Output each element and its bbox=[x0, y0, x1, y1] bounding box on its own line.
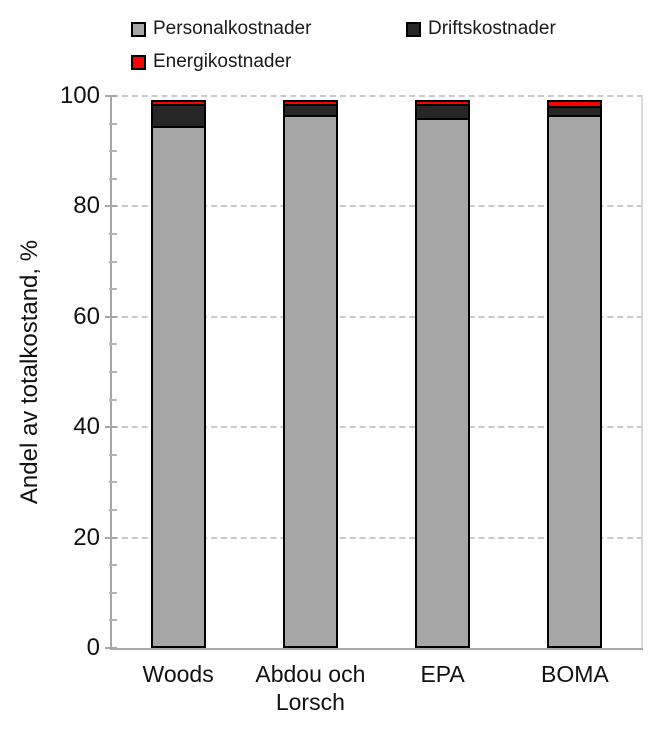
y-axis-major-tick bbox=[105, 95, 117, 97]
y-axis-major-tick bbox=[105, 315, 117, 318]
y-axis-minor-tick bbox=[109, 177, 117, 180]
plot-right-border bbox=[641, 96, 643, 648]
bar-abdou-och-lorsch bbox=[282, 100, 338, 648]
bar-segment-personalkostnader bbox=[150, 126, 206, 648]
y-axis-minor-tick bbox=[109, 509, 117, 511]
y-axis-major-tick bbox=[105, 426, 117, 429]
y-axis-major-tick bbox=[105, 647, 117, 649]
y-axis-minor-tick bbox=[109, 619, 117, 622]
y-axis-major-tick bbox=[105, 205, 117, 208]
legend-item-energikostnader: Energikostnader bbox=[131, 49, 291, 75]
y-axis-major-tick bbox=[105, 536, 117, 539]
y-axis-line bbox=[110, 96, 112, 650]
bar-epa bbox=[415, 100, 471, 648]
y-axis-minor-tick bbox=[109, 398, 117, 401]
y-axis-minor-tick bbox=[109, 371, 117, 373]
legend-label: Driftskostnader bbox=[428, 18, 556, 39]
gridline bbox=[112, 536, 643, 539]
y-tick-label: 20 bbox=[73, 523, 100, 551]
y-axis-minor-tick bbox=[109, 591, 117, 594]
gridline bbox=[112, 205, 643, 208]
y-axis-minor-tick bbox=[109, 453, 117, 456]
y-axis-title: Andel av totalkostand, % bbox=[16, 239, 43, 505]
bar-segment-driftskostnader bbox=[150, 103, 206, 129]
y-axis-minor-tick bbox=[109, 150, 117, 153]
legend-item-personalkostnader: Personalkostnader bbox=[131, 16, 311, 42]
legend-swatch-red-icon bbox=[131, 54, 146, 70]
y-axis-minor-tick bbox=[109, 288, 117, 291]
bar-boma bbox=[547, 100, 603, 648]
gridline bbox=[112, 426, 643, 429]
x-category-label: BOMA bbox=[541, 661, 609, 687]
y-tick-label: 0 bbox=[86, 634, 100, 661]
y-tick-label: 80 bbox=[73, 192, 100, 220]
legend-label: Personalkostnader bbox=[153, 18, 312, 39]
y-axis-minor-tick bbox=[109, 122, 117, 125]
y-axis-minor-tick bbox=[109, 564, 117, 567]
gridline bbox=[112, 315, 643, 318]
x-axis-line bbox=[110, 648, 643, 650]
legend-label: Energikostnader bbox=[153, 51, 292, 72]
legend-swatch-dark-icon bbox=[406, 21, 421, 37]
bar-segment-personalkostnader bbox=[547, 115, 603, 648]
y-tick-label: 60 bbox=[73, 302, 100, 330]
x-category-label: Abdou och Lorsch bbox=[255, 661, 366, 716]
bar-woods bbox=[150, 100, 206, 648]
y-axis-minor-tick bbox=[109, 343, 117, 346]
bar-segment-personalkostnader bbox=[415, 118, 471, 648]
y-axis-minor-tick bbox=[109, 481, 117, 484]
x-category-label: Woods bbox=[142, 661, 214, 687]
gridline bbox=[112, 95, 643, 97]
legend-item-driftskostnader: Driftskostnader bbox=[406, 16, 556, 42]
y-axis-minor-tick bbox=[109, 233, 117, 235]
x-category-label: EPA bbox=[420, 661, 465, 687]
y-tick-label: 100 bbox=[59, 82, 100, 109]
y-axis-minor-tick bbox=[109, 260, 117, 263]
bar-segment-personalkostnader bbox=[282, 115, 338, 648]
legend-swatch-gray-icon bbox=[131, 21, 146, 37]
y-tick-label: 40 bbox=[73, 413, 100, 441]
